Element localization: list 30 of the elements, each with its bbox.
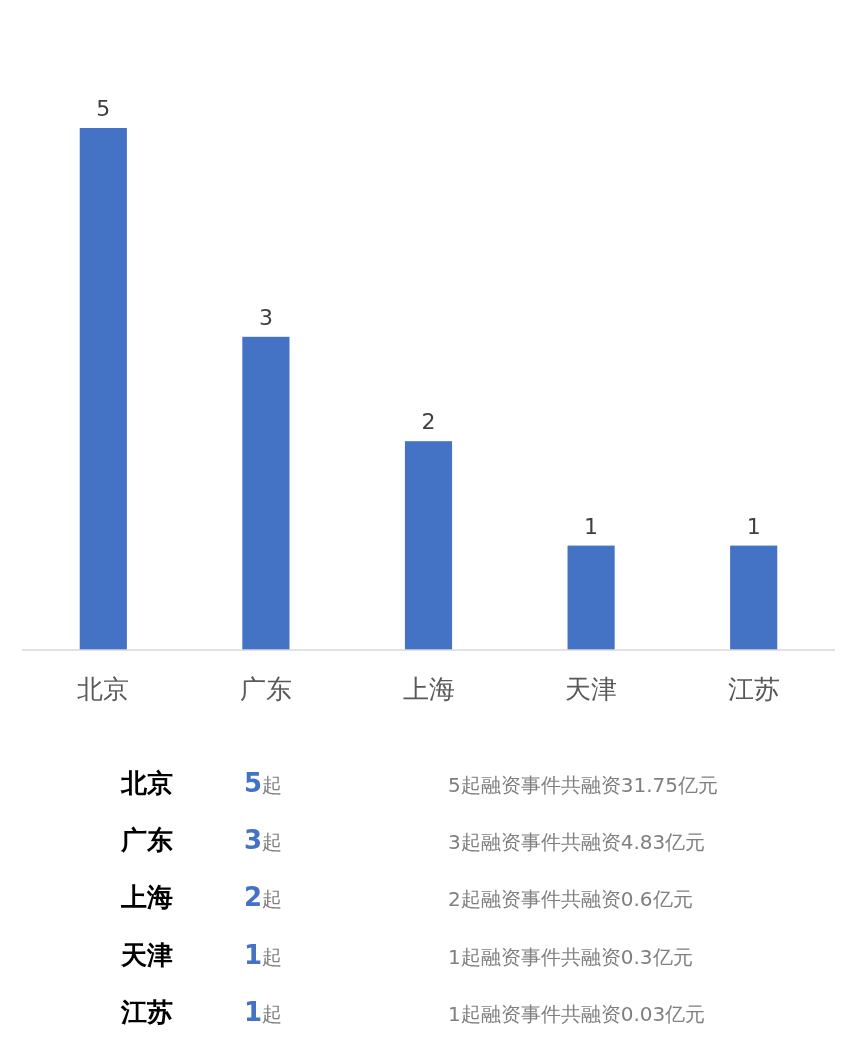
text: 5起: [244, 768, 283, 798]
bar: [567, 545, 615, 650]
text: 2起融资事件共融资0.6亿元: [448, 887, 693, 912]
text: 1起: [244, 939, 283, 970]
text: 北京: [120, 768, 173, 798]
text: 3起融资事件共融资4.83亿元: [448, 830, 706, 855]
bar: [730, 545, 778, 650]
x-tick-label: 上海: [402, 674, 455, 704]
text: 3起: [244, 825, 283, 856]
text: 江苏: [120, 996, 173, 1027]
text: 1起融资事件共融资0.3亿元: [448, 944, 693, 969]
x-tick-label: 广东: [239, 674, 292, 704]
text: 上海: [120, 882, 173, 913]
data-label: 1: [584, 513, 599, 539]
x-tick-label: 天津: [565, 674, 618, 704]
x-tick-label: 江苏: [727, 674, 780, 704]
x-tick-label: 北京: [77, 674, 130, 704]
text: 1起: [244, 996, 283, 1027]
text: 天津: [120, 939, 173, 970]
data-label: 1: [746, 513, 761, 539]
bar: [242, 336, 290, 650]
data-label: 3: [258, 304, 273, 330]
data-label: 5: [96, 96, 111, 121]
data-label: 2: [421, 409, 436, 435]
text: 2起: [244, 882, 283, 913]
bar: [79, 128, 127, 650]
text: 1起融资事件共融资0.03亿元: [448, 1001, 706, 1026]
text: 5起融资事件共融资31.75亿元: [448, 773, 718, 797]
bar: [404, 441, 453, 650]
text: 广东: [120, 825, 173, 856]
